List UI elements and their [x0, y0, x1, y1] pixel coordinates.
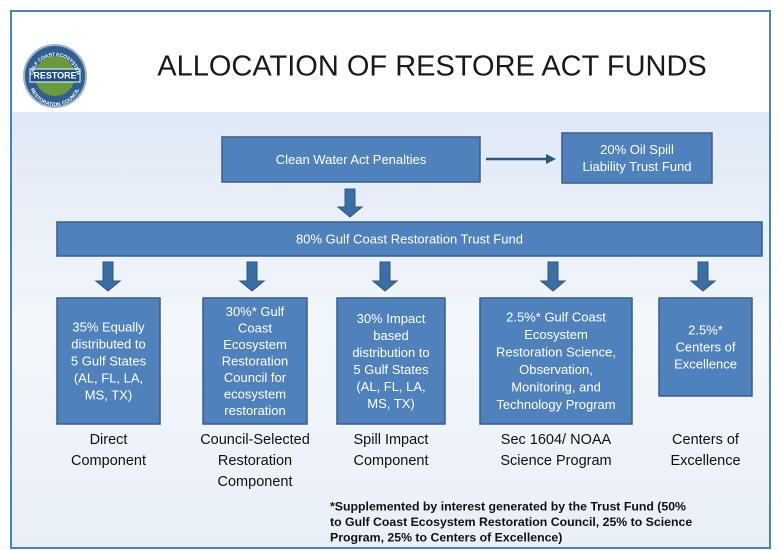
node-text: 20% Oil Spill	[600, 142, 674, 157]
node-text: (AL, FL, LA,	[356, 379, 425, 394]
arrow-down	[94, 261, 122, 292]
node-box	[56, 221, 763, 257]
node-text: MS, TX)	[85, 387, 132, 402]
node-text: distributed to	[71, 336, 145, 351]
node-text: 2.5%*	[688, 322, 723, 337]
node-text: Centers of	[676, 339, 736, 354]
node-caption: Component	[71, 453, 146, 469]
arrow-down	[689, 261, 717, 292]
node-text: restoration	[224, 403, 285, 418]
node-caption: Council-Selected	[200, 432, 310, 448]
node-text: Excellence	[674, 356, 737, 371]
node-box	[336, 297, 446, 425]
node-caption: Restoration	[218, 453, 292, 469]
arrow-down	[371, 261, 399, 292]
logo: RESTORE GULF COAST ECOSYSTEM RESTORATION…	[23, 44, 87, 108]
node-text: Ecosystem	[223, 337, 287, 352]
node-text: Restoration	[222, 353, 288, 368]
node-box	[221, 136, 481, 183]
arrow-down	[238, 261, 266, 292]
node-caption: Component	[218, 474, 293, 490]
node-text: Council for	[224, 370, 287, 385]
node-text: 5 Gulf States	[71, 353, 147, 368]
node-text: Restoration Science,	[496, 345, 616, 360]
node-box	[561, 132, 713, 184]
node-caption: Component	[354, 453, 429, 469]
node-caption: Direct	[90, 432, 128, 448]
frame	[10, 10, 771, 549]
node-text: (AL, FL, LA,	[74, 370, 143, 385]
node-text: Ecosystem	[524, 327, 588, 342]
diagram: Clean Water Act Penalties 20% Oil Spill Li…	[56, 132, 763, 544]
node-box	[56, 297, 161, 425]
node-text: Observation,	[519, 362, 593, 377]
node-text: 30% Impact	[357, 311, 426, 326]
footnote: to Gulf Coast Ecosystem Restoration Coun…	[330, 515, 692, 529]
node-text: 35% Equally	[72, 319, 145, 334]
node-text: 30%* Gulf	[226, 304, 285, 319]
title: ALLOCATION OF RESTORE ACT FUNDS	[157, 51, 707, 83]
node-box	[658, 297, 753, 397]
node-box	[202, 297, 308, 425]
node-caption: Science Program	[500, 453, 611, 469]
node-text: Coast	[238, 320, 272, 335]
node-text: distribution to	[352, 345, 429, 360]
node-box	[479, 297, 633, 425]
node-text: Technology Program	[496, 397, 615, 412]
arrow-down	[539, 261, 567, 292]
node-text: 5 Gulf States	[353, 362, 429, 377]
node-text: based	[373, 328, 408, 343]
arrow-right-head	[546, 154, 556, 164]
node-text: Clean Water Act Penalties	[276, 152, 427, 167]
node-text: Monitoring, and	[511, 380, 601, 395]
node-caption: Centers of	[672, 432, 740, 448]
node-text: ecosystem	[224, 386, 286, 401]
node-caption: Excellence	[670, 453, 740, 469]
node-text: 2.5%* Gulf Coast	[506, 310, 606, 325]
arrow-down	[336, 188, 364, 218]
node-text: Liability Trust Fund	[582, 159, 691, 174]
node-text: MS, TX)	[367, 396, 414, 411]
logo-banner	[29, 68, 81, 83]
node-caption: Spill Impact	[354, 432, 429, 448]
footnote: Program, 25% to Centers of Excellence)	[330, 530, 562, 544]
node-caption: Sec 1604/ NOAA	[501, 432, 612, 448]
logo-center-text: RESTORE	[33, 70, 76, 80]
node-text: 80% Gulf Coast Restoration Trust Fund	[296, 231, 523, 246]
footnote: *Supplemented by interest generated by t…	[330, 499, 686, 513]
